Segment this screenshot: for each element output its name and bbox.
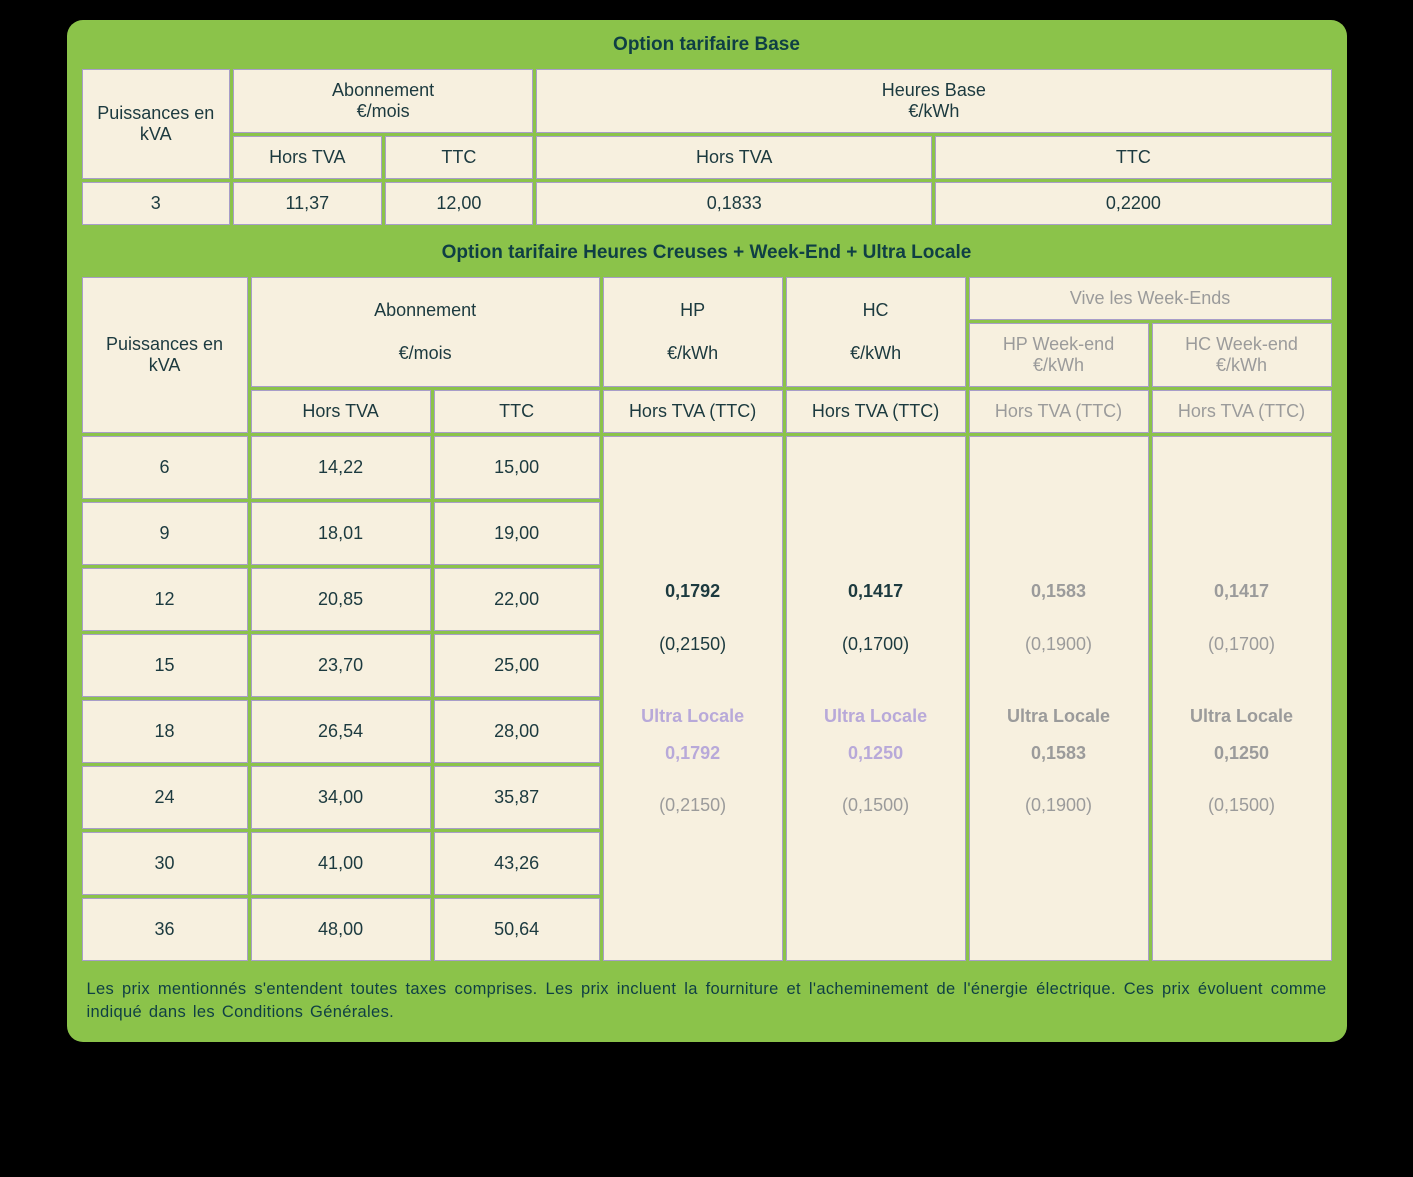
- rate-ultra-label: Ultra Locale: [976, 701, 1142, 732]
- hc-header-hc: HC €/kWh: [786, 277, 966, 387]
- rate-ultra-ht: 0,1250: [1159, 738, 1325, 769]
- pricing-footnote: Les prix mentionnés s'entendent toutes t…: [79, 964, 1335, 1028]
- rate-ultra-ttc: (0,1500): [793, 790, 959, 821]
- hc-header-hpwe-ht: Hors TVA (TTC): [969, 390, 1149, 433]
- hc-section-title: Option tarifaire Heures Creuses + Week-E…: [79, 228, 1335, 274]
- base-header-abon-ttc: TTC: [385, 136, 534, 179]
- label: Heures Base: [543, 80, 1324, 101]
- base-header-row-2: Hors TVA TTC Hors TVA TTC: [82, 136, 1332, 179]
- hc-ttc: 28,00: [434, 700, 600, 763]
- rate-ultra-ht: 0,1250: [793, 738, 959, 769]
- base-data-row: 3 11,37 12,00 0,1833 0,2200: [82, 182, 1332, 225]
- rate-ultra-label: Ultra Locale: [793, 701, 959, 732]
- unit: €/kWh: [543, 101, 1324, 122]
- rate-ultra-ht: 0,1583: [976, 738, 1142, 769]
- hc-header-hc-ht: Hors TVA (TTC): [786, 390, 966, 433]
- hc-ttc: 19,00: [434, 502, 600, 565]
- hc-header-hp: HP €/kWh: [603, 277, 783, 387]
- base-header-power: Puissances en kVA: [82, 69, 231, 179]
- hc-tariff-table: Puissances en kVA Abonnement €/mois HP €…: [79, 274, 1335, 964]
- hc-header-power: Puissances en kVA: [82, 277, 248, 433]
- hc-header-hp-we: HP Week-end €/kWh: [969, 323, 1149, 387]
- base-header-abonnement: Abonnement €/mois: [233, 69, 533, 133]
- hc-header-abon-ht: Hors TVA: [251, 390, 431, 433]
- base-tariff-table: Puissances en kVA Abonnement €/mois Heur…: [79, 66, 1335, 228]
- base-section-title: Option tarifaire Base: [79, 28, 1335, 66]
- pricing-panel: Option tarifaire Base Puissances en kVA …: [67, 20, 1347, 1042]
- hc-header-hp-ht: Hors TVA (TTC): [603, 390, 783, 433]
- label: Abonnement: [240, 80, 526, 101]
- rate-ultra-ht: 0,1792: [610, 738, 776, 769]
- hc-header-row-3: Hors TVA TTC Hors TVA (TTC) Hors TVA (TT…: [82, 390, 1332, 433]
- hc-ttc: 22,00: [434, 568, 600, 631]
- hc-rate-hpwe-cell: 0,1583 (0,1900) Ultra Locale 0,1583 (0,1…: [969, 436, 1149, 961]
- hc-power: 9: [82, 502, 248, 565]
- hc-header-abon-ttc: TTC: [434, 390, 600, 433]
- hc-ttc: 35,87: [434, 766, 600, 829]
- hc-ht: 23,70: [251, 634, 431, 697]
- hc-power: 36: [82, 898, 248, 961]
- label: Puissances en kVA: [97, 103, 214, 144]
- hc-ttc: 50,64: [434, 898, 600, 961]
- unit: €/kWh: [610, 343, 776, 364]
- hc-rate-hp-cell: 0,1792 (0,2150) Ultra Locale 0,1792 (0,2…: [603, 436, 783, 961]
- rate-ttc: (0,1700): [793, 629, 959, 660]
- hc-ht: 26,54: [251, 700, 431, 763]
- hc-ht: 41,00: [251, 832, 431, 895]
- rate-ultra-ttc: (0,1900): [976, 790, 1142, 821]
- hc-rate-hc-cell: 0,1417 (0,1700) Ultra Locale 0,1250 (0,1…: [786, 436, 966, 961]
- unit: €/mois: [240, 101, 526, 122]
- label: Puissances en kVA: [106, 334, 223, 375]
- hc-header-hc-we: HC Week-end €/kWh: [1152, 323, 1332, 387]
- table-row: 6 14,22 15,00 0,1792 (0,2150) Ultra Loca…: [82, 436, 1332, 499]
- hc-ttc: 43,26: [434, 832, 600, 895]
- hc-power: 15: [82, 634, 248, 697]
- hc-header-abonnement: Abonnement €/mois: [251, 277, 600, 387]
- base-kwh-ttc-value: 0,2200: [935, 182, 1331, 225]
- hc-ht: 48,00: [251, 898, 431, 961]
- label: HC: [793, 300, 959, 321]
- rate-ht: 0,1792: [610, 576, 776, 607]
- unit: €/mois: [258, 343, 593, 364]
- hc-ttc: 15,00: [434, 436, 600, 499]
- hc-power: 12: [82, 568, 248, 631]
- rate-ht: 0,1417: [793, 576, 959, 607]
- base-power-value: 3: [82, 182, 231, 225]
- base-header-heures-base: Heures Base €/kWh: [536, 69, 1331, 133]
- unit: €/kWh: [793, 343, 959, 364]
- base-header-kwh-ht: Hors TVA: [536, 136, 932, 179]
- rate-ttc: (0,1700): [1159, 629, 1325, 660]
- label: Abonnement: [258, 300, 593, 321]
- rate-ultra-label: Ultra Locale: [610, 701, 776, 732]
- hc-power: 18: [82, 700, 248, 763]
- base-kwh-ht-value: 0,1833: [536, 182, 932, 225]
- base-abon-ht-value: 11,37: [233, 182, 382, 225]
- rate-ht: 0,1417: [1159, 576, 1325, 607]
- base-header-abon-ht: Hors TVA: [233, 136, 382, 179]
- hc-ht: 14,22: [251, 436, 431, 499]
- base-header-kwh-ttc: TTC: [935, 136, 1331, 179]
- base-abon-ttc-value: 12,00: [385, 182, 534, 225]
- hc-header-row-1: Puissances en kVA Abonnement €/mois HP €…: [82, 277, 1332, 320]
- hc-power: 30: [82, 832, 248, 895]
- hc-ht: 20,85: [251, 568, 431, 631]
- hc-ht: 18,01: [251, 502, 431, 565]
- hc-ttc: 25,00: [434, 634, 600, 697]
- rate-ultra-ttc: (0,1500): [1159, 790, 1325, 821]
- hc-power: 24: [82, 766, 248, 829]
- hc-header-vive-we: Vive les Week-Ends: [969, 277, 1332, 320]
- hc-ht: 34,00: [251, 766, 431, 829]
- rate-ultra-ttc: (0,2150): [610, 790, 776, 821]
- rate-ttc: (0,1900): [976, 629, 1142, 660]
- rate-ht: 0,1583: [976, 576, 1142, 607]
- label: HP: [610, 300, 776, 321]
- hc-power: 6: [82, 436, 248, 499]
- rate-ttc: (0,2150): [610, 629, 776, 660]
- hc-header-hcwe-ht: Hors TVA (TTC): [1152, 390, 1332, 433]
- hc-rate-hcwe-cell: 0,1417 (0,1700) Ultra Locale 0,1250 (0,1…: [1152, 436, 1332, 961]
- base-header-row-1: Puissances en kVA Abonnement €/mois Heur…: [82, 69, 1332, 133]
- rate-ultra-label: Ultra Locale: [1159, 701, 1325, 732]
